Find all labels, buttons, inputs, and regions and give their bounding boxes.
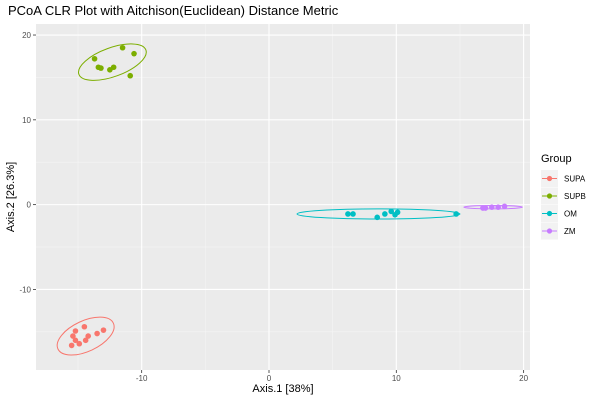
point-supa — [68, 342, 75, 349]
point-supb — [119, 44, 126, 51]
legend-key-point — [546, 210, 553, 217]
legend-label: OM — [564, 210, 577, 219]
legend: Group SUPA SUPB OM ZM — [541, 153, 586, 240]
legend-key-point — [546, 193, 553, 199]
point-supa — [82, 337, 89, 344]
point-zm — [501, 203, 508, 210]
legend-title: Group — [541, 153, 572, 165]
point-supb — [107, 66, 113, 73]
chart-title: PCoA CLR Plot with Aitchison(Euclidean) … — [8, 3, 339, 18]
minor-gridlines — [36, 24, 530, 370]
point-zm — [495, 204, 501, 210]
point-zm — [489, 204, 495, 210]
point-supa — [76, 340, 83, 347]
point-om — [350, 211, 356, 217]
point-supb — [131, 50, 137, 57]
x-tick-label: 0 — [267, 374, 272, 383]
legend-label: SUPB — [564, 192, 586, 201]
x-axis: -10 0 10 20 — [136, 370, 529, 383]
y-tick-label: -10 — [19, 285, 31, 294]
y-axis: -10 0 10 20 — [19, 31, 36, 294]
point-supb — [91, 55, 98, 62]
point-om — [388, 208, 395, 215]
point-supa — [72, 337, 79, 344]
major-gridlines — [36, 24, 530, 370]
y-axis-title: Axis.2 [26.3%] — [5, 162, 17, 232]
data-points — [68, 44, 508, 349]
ellipse-supa — [56, 316, 115, 356]
ellipse-supb — [78, 43, 147, 81]
point-om — [382, 211, 388, 217]
plot-panel — [36, 24, 530, 370]
y-tick-label: 0 — [27, 201, 32, 210]
x-tick-label: 20 — [519, 374, 528, 383]
x-tick-label: 10 — [392, 374, 401, 383]
legend-item-supb: SUPB — [541, 187, 586, 205]
point-supa — [81, 323, 88, 330]
point-om — [394, 209, 401, 216]
legend-key-point — [546, 175, 553, 182]
point-supa — [85, 333, 92, 339]
x-axis-title: Axis.1 [38%] — [252, 383, 313, 395]
y-tick-label: 20 — [22, 31, 31, 40]
point-om — [345, 211, 351, 217]
legend-item-supa: SUPA — [541, 170, 586, 187]
y-tick-label: 10 — [22, 116, 31, 125]
point-supa — [100, 327, 107, 333]
legend-key-point — [546, 228, 553, 234]
point-supb — [127, 72, 134, 79]
point-supa — [94, 330, 100, 337]
legend-label: SUPA — [564, 175, 586, 184]
point-supa — [70, 333, 76, 339]
legend-item-om: OM — [541, 205, 577, 222]
x-tick-label: -10 — [136, 374, 148, 383]
point-supa — [72, 328, 79, 334]
point-om — [453, 211, 459, 217]
legend-item-zm: ZM — [541, 222, 576, 240]
point-om — [374, 214, 381, 221]
point-supb — [95, 64, 102, 71]
legend-label: ZM — [564, 227, 576, 236]
point-zm — [482, 205, 489, 211]
